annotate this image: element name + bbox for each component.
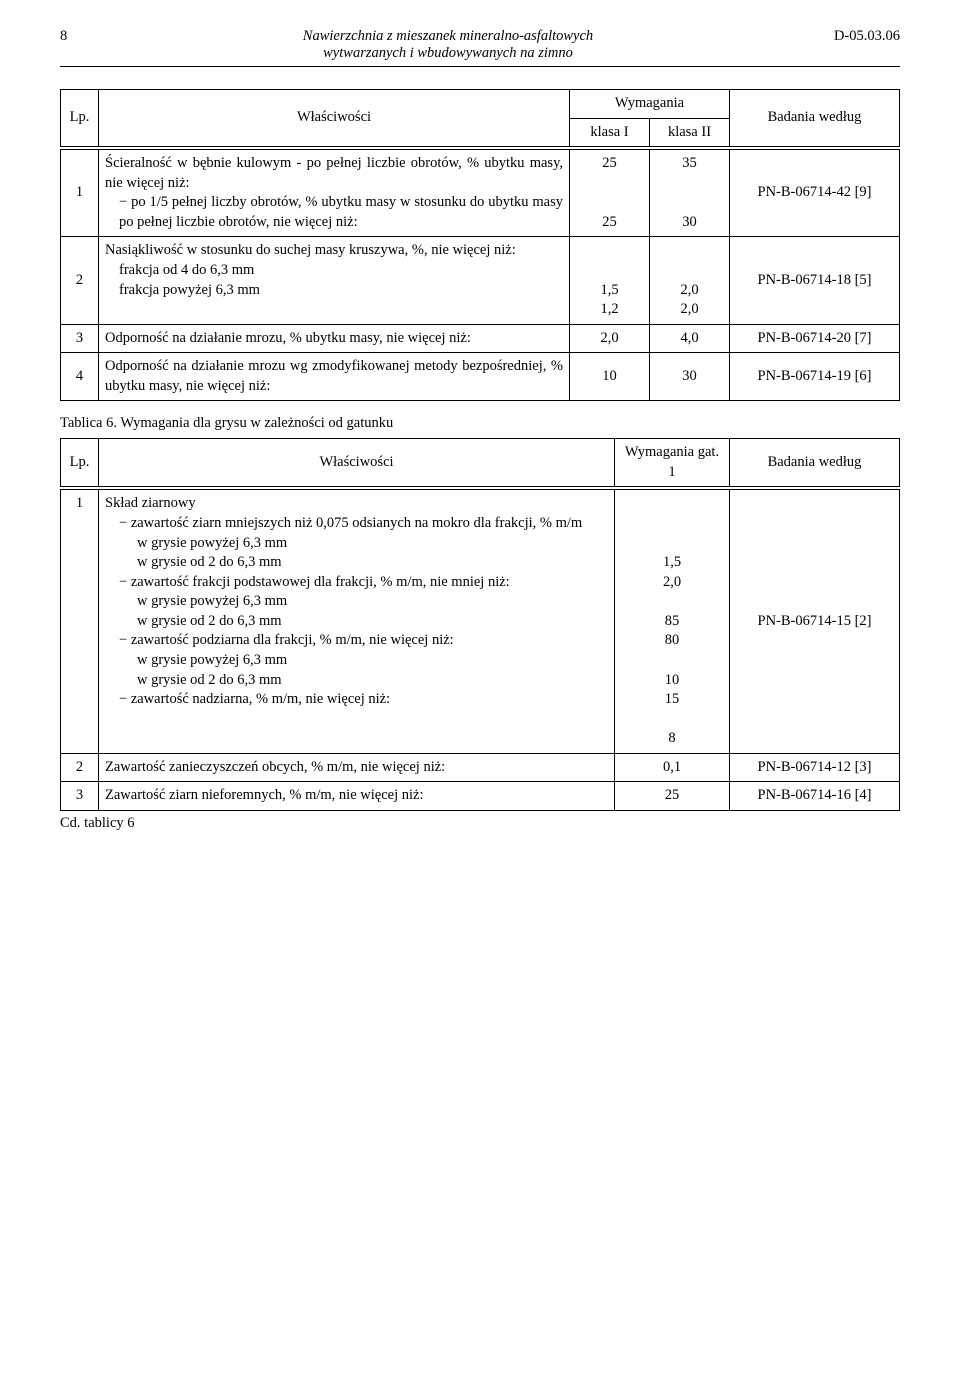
val: 2,0: [663, 574, 681, 590]
col-properties: Właściwości: [99, 90, 570, 149]
val: 8: [668, 730, 675, 746]
col-properties: Właściwości: [99, 439, 615, 489]
table-requirements-class: Lp. Właściwości Wymagania Badania według…: [60, 89, 900, 401]
cell-test-ref: PN-B-06714-42 [9]: [730, 148, 900, 237]
val: 25: [602, 155, 617, 171]
cell-lp: 2: [61, 237, 99, 324]
val: 1,2: [600, 301, 618, 317]
cell-requirement: 25: [615, 782, 730, 811]
cell-class1: 2,0: [570, 324, 650, 353]
table-requirements-grade: Lp. Właściwości Wymagania gat. 1 Badania…: [60, 438, 900, 811]
table-row: 3 Zawartość ziarn nieforemnych, % m/m, n…: [61, 782, 900, 811]
val: 15: [665, 691, 680, 707]
cell-property: Zawartość ziarn nieforemnych, % m/m, nie…: [99, 782, 615, 811]
col-lp: Lp.: [61, 439, 99, 489]
table-header-row: Lp. Właściwości Wymagania gat. 1 Badania…: [61, 439, 900, 489]
col-tests: Badania według: [730, 439, 900, 489]
cell-test-ref: PN-B-06714-16 [4]: [730, 782, 900, 811]
cell-property: Odporność na działanie mrozu wg zmodyfik…: [99, 353, 570, 401]
table-row: 2 Zawartość zanieczyszczeń obcych, % m/m…: [61, 753, 900, 782]
val: 80: [665, 632, 680, 648]
cell-test-ref: PN-B-06714-18 [5]: [730, 237, 900, 324]
cell-test-ref: PN-B-06714-15 [2]: [730, 488, 900, 753]
header-title: Nawierzchnia z mieszanek mineralno-asfal…: [86, 28, 810, 62]
page-number: 8: [60, 28, 86, 45]
property-subsub: w grysie od 2 do 6,3 mm: [105, 553, 608, 573]
cell-class1: 10: [570, 353, 650, 401]
val: 1,5: [663, 554, 681, 570]
table-row: 4 Odporność na działanie mrozu wg zmodyf…: [61, 353, 900, 401]
property-heading: Skład ziarnowy: [105, 495, 196, 511]
continuation-note: Cd. tablicy 6: [60, 815, 900, 832]
val: 1,5: [600, 282, 618, 298]
header-title-line2: wytwarzanych i wbudowywanych na zimno: [86, 45, 810, 62]
col-requirements: Wymagania: [570, 90, 730, 119]
cell-requirement: 0,1: [615, 753, 730, 782]
val: 35: [682, 155, 697, 171]
cell-class2: 4,0: [650, 324, 730, 353]
cell-lp: 4: [61, 353, 99, 401]
cell-class1: 1,5 1,2: [570, 237, 650, 324]
cell-class2: 35 30: [650, 148, 730, 237]
property-sub: frakcja od 4 do 6,3 mm: [105, 261, 563, 281]
property-sub: zawartość frakcji podstawowej dla frakcj…: [105, 573, 608, 593]
property-sub: po 1/5 pełnej liczby obrotów, % ubytku m…: [105, 193, 563, 232]
cell-test-ref: PN-B-06714-19 [6]: [730, 353, 900, 401]
cell-lp: 1: [61, 488, 99, 753]
header-title-line1: Nawierzchnia z mieszanek mineralno-asfal…: [86, 28, 810, 45]
cell-requirement: 1,5 2,0 85 80 10 15 8: [615, 488, 730, 753]
col-requirements: Wymagania gat. 1: [615, 439, 730, 489]
cell-lp: 2: [61, 753, 99, 782]
property-main: Ścieralność w bębnie kulowym - po pełnej…: [105, 155, 563, 191]
val: 85: [665, 613, 680, 629]
cell-test-ref: PN-B-06714-20 [7]: [730, 324, 900, 353]
col-class1: klasa I: [570, 118, 650, 148]
property-sub: zawartość podziarna dla frakcji, % m/m, …: [105, 631, 608, 651]
property-subsub: w grysie od 2 do 6,3 mm: [105, 671, 608, 691]
table-row: 1 Ścieralność w bębnie kulowym - po pełn…: [61, 148, 900, 237]
running-header: 8 Nawierzchnia z mieszanek mineralno-asf…: [60, 28, 900, 67]
cell-lp: 3: [61, 782, 99, 811]
property-subsub: w grysie powyżej 6,3 mm: [105, 592, 608, 612]
cell-lp: 3: [61, 324, 99, 353]
header-code: D-05.03.06: [810, 28, 900, 45]
col-tests: Badania według: [730, 90, 900, 149]
col-lp: Lp.: [61, 90, 99, 149]
cell-class1: 25 25: [570, 148, 650, 237]
cell-test-ref: PN-B-06714-12 [3]: [730, 753, 900, 782]
cell-property: Skład ziarnowy zawartość ziarn mniejszyc…: [99, 488, 615, 753]
val: 25: [602, 214, 617, 230]
property-sub: frakcja powyżej 6,3 mm: [105, 281, 563, 301]
property-subsub: w grysie powyżej 6,3 mm: [105, 651, 608, 671]
property-subsub: w grysie od 2 do 6,3 mm: [105, 612, 608, 632]
table-header-row: Lp. Właściwości Wymagania Badania według: [61, 90, 900, 119]
cell-property: Ścieralność w bębnie kulowym - po pełnej…: [99, 148, 570, 237]
val: 2,0: [680, 301, 698, 317]
val: 2,0: [680, 282, 698, 298]
property-sub: zawartość ziarn mniejszych niż 0,075 ods…: [105, 514, 608, 534]
cell-property: Nasiąkliwość w stosunku do suchej masy k…: [99, 237, 570, 324]
cell-property: Zawartość zanieczyszczeń obcych, % m/m, …: [99, 753, 615, 782]
property-sub: zawartość nadziarna, % m/m, nie więcej n…: [105, 690, 608, 710]
table-row: 2 Nasiąkliwość w stosunku do suchej masy…: [61, 237, 900, 324]
table-caption: Tablica 6. Wymagania dla grysu w zależno…: [60, 415, 900, 432]
cell-lp: 1: [61, 148, 99, 237]
cell-class2: 2,0 2,0: [650, 237, 730, 324]
cell-class2: 30: [650, 353, 730, 401]
table-row: 3 Odporność na działanie mrozu, % ubytku…: [61, 324, 900, 353]
col-class2: klasa II: [650, 118, 730, 148]
property-main: Nasiąkliwość w stosunku do suchej masy k…: [105, 242, 516, 258]
val: 30: [682, 214, 697, 230]
val: 10: [665, 672, 680, 688]
cell-property: Odporność na działanie mrozu, % ubytku m…: [99, 324, 570, 353]
table-row: 1 Skład ziarnowy zawartość ziarn mniejsz…: [61, 488, 900, 753]
property-subsub: w grysie powyżej 6,3 mm: [105, 534, 608, 554]
page: 8 Nawierzchnia z mieszanek mineralno-asf…: [0, 0, 960, 872]
